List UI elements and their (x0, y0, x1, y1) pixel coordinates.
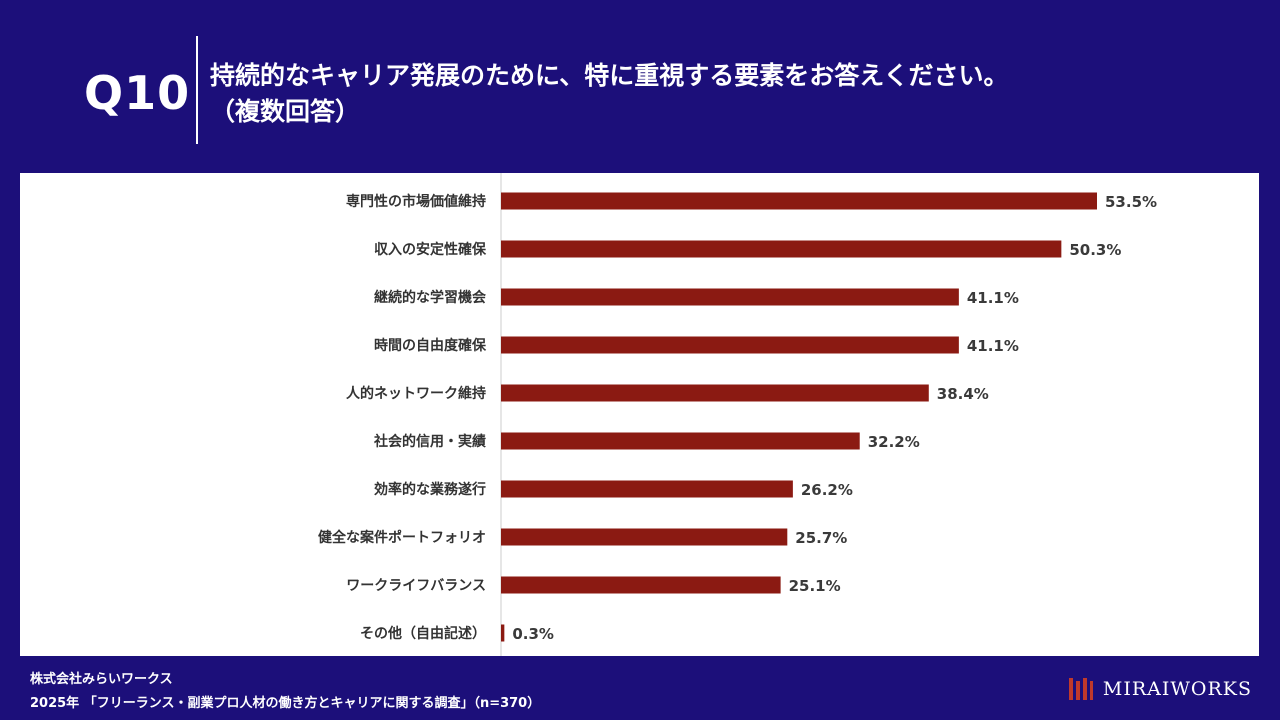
value-label: 41.1% (967, 289, 1019, 307)
value-label: 38.4% (937, 385, 989, 403)
value-label: 53.5% (1105, 193, 1157, 211)
bar (501, 528, 788, 546)
category-label: 継続的な学習機会 (374, 289, 487, 306)
bar (501, 432, 860, 450)
category-label: 効率的な業務遂行 (374, 481, 486, 498)
brand-mark-icon (1068, 678, 1093, 700)
bar (501, 384, 929, 402)
chart-panel: 専門性の市場価値維持 53.5% 収入の安定性確保 50.3% 継続的な学習機会 41.1… (20, 173, 1259, 656)
category-label: 収入の安定性確保 (374, 241, 487, 258)
value-label: 32.2% (868, 433, 920, 451)
page-title: 持続的なキャリア発展のために、特に重視する要素をお答えください。 （複数回答） (210, 58, 1009, 130)
category-label: ワークライフバランス (346, 578, 486, 594)
title-divider (196, 36, 198, 144)
brand-logo: MIRAIWORKS (1067, 676, 1252, 702)
bar (501, 480, 793, 498)
bar (501, 576, 781, 594)
category-label: 人的ネットワーク維持 (346, 385, 486, 402)
category-label: その他（自由記述） (360, 625, 486, 642)
footer-company: 株式会社みらいワークス (30, 672, 173, 687)
bar-chart: 専門性の市場価値維持 53.5% 収入の安定性確保 50.3% 継続的な学習機会 41.1… (318, 173, 1157, 656)
question-number: Q10 (84, 66, 191, 120)
value-label: 25.7% (795, 529, 847, 547)
category-label: 時間の自由度確保 (374, 337, 487, 354)
value-label: 26.2% (801, 481, 853, 499)
category-label: 専門性の市場価値維持 (346, 193, 486, 210)
value-label: 0.3% (512, 625, 554, 643)
bar (501, 288, 959, 306)
footer-source: 2025年 「フリーランス・副業プロ人材の働き方とキャリアに関する調査」（n=3… (30, 696, 541, 711)
bar (501, 624, 505, 642)
category-label: 社会的信用・実績 (373, 433, 486, 450)
brand-name: MIRAIWORKS (1102, 678, 1252, 700)
value-label: 50.3% (1069, 241, 1121, 259)
value-label: 41.1% (967, 337, 1019, 355)
title-line-1: 持続的なキャリア発展のために、特に重視する要素をお答えください。 (210, 61, 1009, 90)
category-label: 健全な案件ポートフォリオ (318, 529, 486, 546)
title-line-2: （複数回答） (210, 97, 361, 126)
bar (501, 240, 1062, 258)
bar (501, 192, 1097, 210)
bar (501, 336, 959, 354)
value-label: 25.1% (789, 577, 841, 595)
